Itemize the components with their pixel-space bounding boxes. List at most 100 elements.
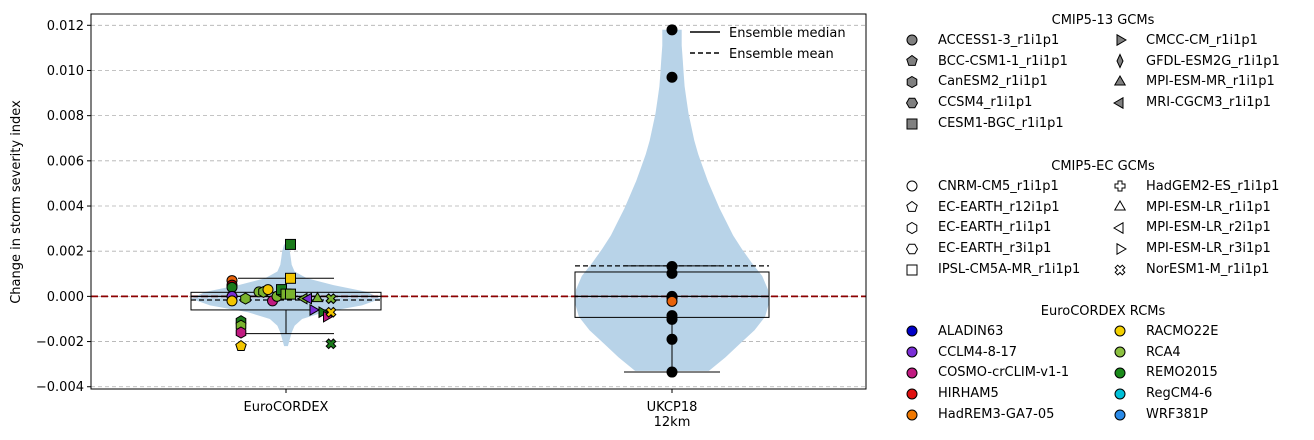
legend-eurocordex-rcms: EuroCORDEX RCMs ALADIN63 CCLM4-8-17 COSMO-… bbox=[898, 303, 1308, 425]
legend-marker bbox=[906, 34, 918, 46]
legend-item-label: RCA4 bbox=[1146, 344, 1181, 360]
legend-item-label: ACCESS1-3_r1i1p1 bbox=[938, 32, 1060, 48]
legend-item: MPI-ESM-LR_r1i1p1 bbox=[1106, 197, 1306, 218]
legend-item-label: HadGEM2-ES_r1i1p1 bbox=[1146, 178, 1280, 194]
legend-marker bbox=[1116, 53, 1124, 69]
legend-marker-icon bbox=[906, 325, 918, 337]
legend-marker bbox=[906, 409, 918, 421]
legend-marker bbox=[1114, 180, 1126, 192]
legend-item-label: NorESM1-M_r1i1p1 bbox=[1146, 262, 1270, 278]
legend-marker bbox=[1113, 96, 1124, 109]
legend-cmip5-13: CMIP5-13 GCMs ACCESS1-3_r1i1p1 BCC-CSM1-1… bbox=[898, 12, 1308, 134]
legend-item-label: EC-EARTH_r3i1p1 bbox=[938, 241, 1052, 257]
legend-marker bbox=[1116, 34, 1127, 47]
legend-marker bbox=[906, 221, 918, 235]
median-legend-label: Ensemble median bbox=[729, 26, 846, 41]
legend-item-label: RACMO22E bbox=[1146, 323, 1219, 339]
data-point bbox=[325, 293, 337, 305]
legend-marker-icon bbox=[906, 264, 918, 276]
legend-item: EC-EARTH_r1i1p1 bbox=[898, 218, 1106, 239]
legend-item-label: CESM1-BGC_r1i1p1 bbox=[938, 116, 1064, 132]
data-point bbox=[666, 295, 678, 307]
data-point bbox=[285, 272, 296, 284]
legend-marker-icon bbox=[1116, 53, 1124, 69]
legend-marker-icon bbox=[906, 118, 918, 130]
legend-marker bbox=[1114, 325, 1126, 337]
legend-item: RegCM4-6 bbox=[1106, 383, 1306, 404]
legend-marker bbox=[1114, 264, 1126, 276]
y-tick-label: −0.004 bbox=[36, 380, 84, 395]
legend-item: CCLM4-8-17 bbox=[898, 342, 1106, 363]
legend-marker bbox=[906, 264, 918, 276]
data-point bbox=[226, 295, 238, 307]
y-tick-label: 0.002 bbox=[47, 245, 84, 260]
legend-item-label: MPI-ESM-LR_r1i1p1 bbox=[1146, 199, 1271, 215]
legend-marker bbox=[906, 388, 918, 400]
data-point bbox=[226, 281, 238, 293]
legend-marker-icon bbox=[906, 180, 918, 192]
data-point bbox=[666, 366, 678, 378]
legend-marker bbox=[1114, 367, 1126, 379]
data-point bbox=[285, 238, 296, 250]
legend-marker-icon bbox=[906, 34, 918, 46]
legend-marker-icon bbox=[906, 367, 918, 379]
line-legend: Ensemble median Ensemble mean bbox=[690, 26, 846, 62]
legend-item: REMO2015 bbox=[1106, 363, 1306, 384]
legend-item-label: REMO2015 bbox=[1146, 365, 1218, 381]
legend-grid-eurocordex: ALADIN63 CCLM4-8-17 COSMO-crCLIM-v1-1 HIRHA… bbox=[898, 321, 1308, 425]
legend-item-label: CanESM2_r1i1p1 bbox=[938, 74, 1048, 90]
legend-item: RCA4 bbox=[1106, 342, 1306, 363]
legend-item: NorESM1-M_r1i1p1 bbox=[1106, 259, 1306, 280]
legend-marker bbox=[906, 201, 918, 213]
legend-title-eurocordex: EuroCORDEX RCMs bbox=[1040, 304, 1166, 319]
plot-frame bbox=[90, 13, 867, 390]
legend-marker-icon bbox=[1114, 180, 1126, 192]
legend-item-label: EC-EARTH_r12i1p1 bbox=[938, 199, 1060, 215]
data-point bbox=[235, 339, 247, 351]
data-point bbox=[309, 303, 320, 316]
legend-marker bbox=[906, 180, 918, 192]
legend-marker-icon bbox=[906, 201, 918, 213]
data-point bbox=[666, 333, 678, 345]
legend-item: CanESM2_r1i1p1 bbox=[898, 72, 1106, 93]
legend-marker-icon bbox=[1113, 96, 1124, 109]
legend-item-label: RegCM4-6 bbox=[1146, 386, 1213, 402]
mean-legend-label: Ensemble mean bbox=[729, 47, 834, 62]
legend-marker-icon bbox=[1114, 388, 1126, 400]
violin-body bbox=[575, 29, 769, 371]
legend-item: HadREM3-GA7-05 bbox=[898, 404, 1106, 425]
legend-marker bbox=[906, 367, 918, 379]
data-point bbox=[325, 338, 337, 350]
legend-item: ACCESS1-3_r1i1p1 bbox=[898, 30, 1106, 51]
legend-marker bbox=[906, 346, 918, 358]
legend-grid-cmip5-ec: CNRM-CM5_r1i1p1 EC-EARTH_r12i1p1 EC-EARTH_… bbox=[898, 176, 1308, 280]
legend-marker bbox=[906, 325, 918, 337]
legend-item: COSMO-crCLIM-v1-1 bbox=[898, 363, 1106, 384]
y-tick-label: 0.006 bbox=[47, 154, 84, 169]
legend-marker-icon bbox=[1114, 264, 1126, 276]
y-tick-label: −0.002 bbox=[36, 335, 84, 350]
legend-item: CESM1-BGC_r1i1p1 bbox=[898, 113, 1106, 134]
model-points bbox=[226, 24, 678, 378]
legend-marker-icon bbox=[905, 97, 919, 109]
legend-marker-icon bbox=[906, 409, 918, 421]
legend-marker bbox=[1113, 200, 1127, 211]
legend-cmip5-ec: CMIP5-EC GCMs CNRM-CM5_r1i1p1 EC-EARTH_r1… bbox=[898, 158, 1308, 280]
legend-marker-icon bbox=[1113, 74, 1127, 86]
legend-item: MRI-CGCM3_r1i1p1 bbox=[1106, 92, 1306, 113]
legend-marker bbox=[1114, 388, 1126, 400]
legend-marker-icon bbox=[906, 221, 918, 235]
legend-marker-icon bbox=[1113, 221, 1124, 235]
x-tick-label: EuroCORDEX bbox=[244, 400, 329, 415]
legend-marker bbox=[1116, 242, 1127, 255]
legend-marker-icon bbox=[906, 75, 918, 89]
y-tick-label: 0.012 bbox=[47, 19, 84, 34]
y-axis-label: Change in storm severity index bbox=[9, 100, 24, 304]
legend-item-label: ALADIN63 bbox=[938, 323, 1004, 339]
legend-marker bbox=[906, 75, 918, 89]
legend-marker bbox=[1113, 74, 1127, 86]
legend-item-label: COSMO-crCLIM-v1-1 bbox=[938, 365, 1070, 381]
data-point bbox=[666, 71, 678, 83]
legend-title-cmip5-ec: CMIP5-EC GCMs bbox=[1051, 159, 1155, 174]
